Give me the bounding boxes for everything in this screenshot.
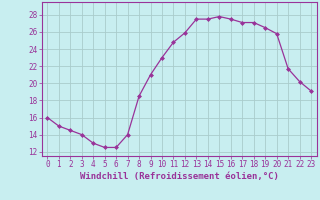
X-axis label: Windchill (Refroidissement éolien,°C): Windchill (Refroidissement éolien,°C)	[80, 172, 279, 181]
